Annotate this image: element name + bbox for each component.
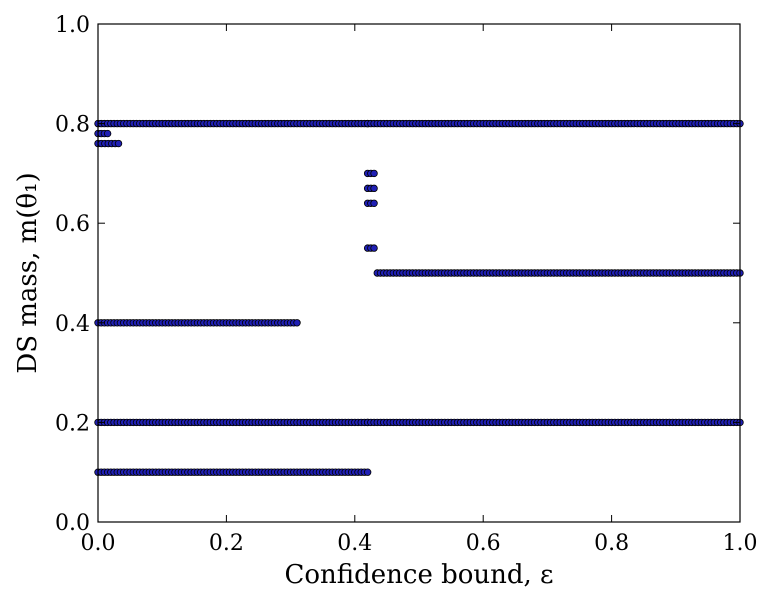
y-tick-label: 0.4 <box>55 312 90 337</box>
y-tick-label: 0.2 <box>55 411 90 436</box>
data-point <box>370 184 378 193</box>
series-segment <box>363 119 744 128</box>
series-segment <box>94 119 372 128</box>
data-point <box>370 244 378 252</box>
x-tick-label: 0.2 <box>209 531 244 556</box>
plot-frame <box>97 23 741 523</box>
y-tick-label: 0.0 <box>55 511 90 536</box>
data-point <box>293 319 301 327</box>
series-segment <box>94 468 372 476</box>
series-segment <box>363 169 378 178</box>
x-tick-label: 1.0 <box>723 531 758 556</box>
y-tick-label: 0.6 <box>55 212 90 237</box>
x-axis-label: Confidence bound, ε <box>284 560 553 589</box>
x-tick-label: 0.6 <box>466 531 501 556</box>
data-point <box>370 169 378 178</box>
series-segment <box>363 199 378 207</box>
x-tick-label: 0.8 <box>594 531 629 556</box>
y-tick-label: 1.0 <box>55 13 90 38</box>
x-tick-label: 0.4 <box>337 531 372 556</box>
y-tick-label: 0.8 <box>55 113 90 138</box>
data-point <box>363 468 372 476</box>
data-point <box>370 199 378 207</box>
x-tick-label: 0.0 <box>81 531 116 556</box>
data-point <box>114 139 123 148</box>
series-segment <box>363 184 378 193</box>
series-segment <box>94 129 112 138</box>
data-point <box>103 129 112 138</box>
plot-area <box>94 119 744 476</box>
series-segment <box>94 139 123 148</box>
series-segment <box>373 269 744 277</box>
series-segment <box>363 244 378 252</box>
axis-ticks: 0.0 0.2 0.4 0.6 0.8 1.0 0.0 0.2 0.4 0.6 0.8 1.0 <box>55 13 758 556</box>
series-segment <box>94 418 372 427</box>
series-segment <box>363 418 744 427</box>
y-axis-label: DS mass, m(θ₁) <box>13 172 43 373</box>
series-segment <box>94 319 301 327</box>
